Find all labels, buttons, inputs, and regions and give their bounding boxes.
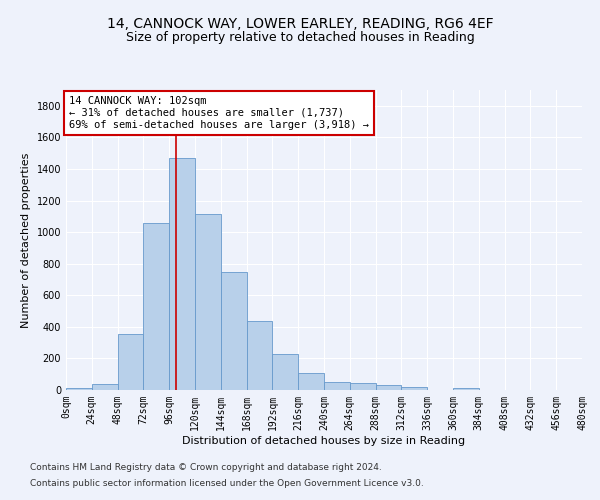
Bar bbox=[272, 354, 298, 390]
Bar bbox=[298, 372, 324, 390]
Bar bbox=[401, 386, 427, 390]
Y-axis label: Number of detached properties: Number of detached properties bbox=[21, 152, 31, 328]
Bar bbox=[453, 388, 479, 390]
Text: Contains public sector information licensed under the Open Government Licence v3: Contains public sector information licen… bbox=[30, 478, 424, 488]
X-axis label: Distribution of detached houses by size in Reading: Distribution of detached houses by size … bbox=[182, 436, 466, 446]
Text: Contains HM Land Registry data © Crown copyright and database right 2024.: Contains HM Land Registry data © Crown c… bbox=[30, 464, 382, 472]
Bar bbox=[143, 222, 169, 390]
Bar bbox=[324, 382, 350, 390]
Bar bbox=[92, 384, 118, 390]
Text: Size of property relative to detached houses in Reading: Size of property relative to detached ho… bbox=[125, 31, 475, 44]
Bar bbox=[195, 214, 221, 390]
Bar bbox=[376, 385, 401, 390]
Bar bbox=[118, 334, 143, 390]
Text: 14 CANNOCK WAY: 102sqm
← 31% of detached houses are smaller (1,737)
69% of semi-: 14 CANNOCK WAY: 102sqm ← 31% of detached… bbox=[69, 96, 369, 130]
Bar bbox=[247, 322, 272, 390]
Bar bbox=[66, 388, 92, 390]
Bar bbox=[221, 272, 247, 390]
Text: 14, CANNOCK WAY, LOWER EARLEY, READING, RG6 4EF: 14, CANNOCK WAY, LOWER EARLEY, READING, … bbox=[107, 18, 493, 32]
Bar bbox=[350, 383, 376, 390]
Bar bbox=[169, 158, 195, 390]
